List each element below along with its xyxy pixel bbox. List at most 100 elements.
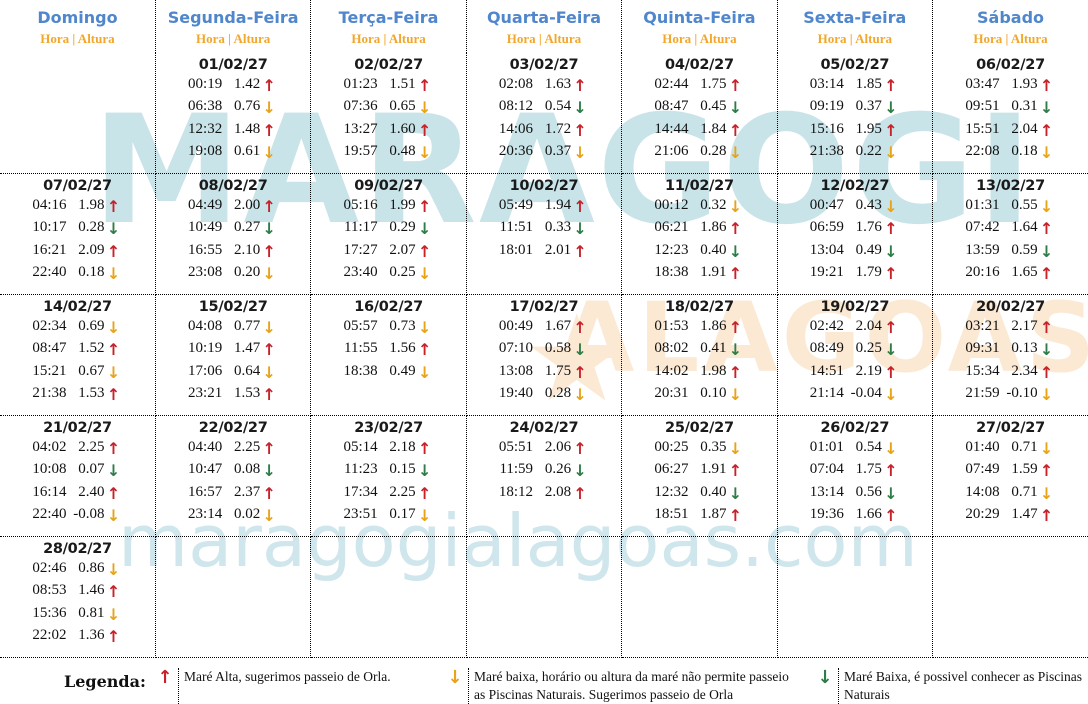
tide-time: 14:02 [654, 362, 689, 379]
arrow-down-yellow-icon: ↓ [447, 667, 463, 688]
tide-row: 06:27 1.91 ↑ [654, 460, 744, 482]
tide-time: 18:38 [654, 263, 689, 280]
day-cell[interactable]: 28/02/27 02:46 0.86 ↓ 08:53 1.46 ↑ 15:36 0.81 ↓ 22… [0, 536, 156, 658]
day-cell[interactable]: 20/02/27 03:21 2.17 ↑ 09:31 0.13 ↓ 15:34 2.34 ↑ 21… [932, 294, 1088, 416]
arrow-up-icon: ↑ [728, 219, 743, 239]
day-cell[interactable]: 23/02/27 05:14 2.18 ↑ 11:23 0.15 ↓ 17:34 2.25 ↑ 23… [310, 415, 467, 537]
tide-time: 19:08 [188, 142, 223, 159]
tide-time: 15:34 [965, 362, 1000, 379]
day-date: 04/02/27 [665, 57, 734, 73]
day-cell[interactable]: 02/02/27 01:23 1.51 ↑ 07:36 0.65 ↓ 13:27 1.60 ↑ 19… [310, 53, 467, 174]
day-cell[interactable]: 07/02/27 04:16 1.98 ↑ 10:17 0.28 ↓ 16:21 2.09 ↑ 22… [0, 173, 156, 295]
arrow-up-icon: ↑ [106, 483, 121, 503]
tide-height: 0.76 [233, 98, 261, 115]
tide-height: 0.41 [700, 340, 727, 357]
arrow-up-icon: ↑ [106, 582, 121, 602]
day-date: 11/02/27 [665, 178, 734, 194]
arrow-down-yellow-icon: ↓ [1039, 483, 1054, 503]
day-cell[interactable]: 14/02/27 02:34 0.69 ↓ 08:47 1.52 ↑ 15:21 0.67 ↓ 21… [0, 294, 156, 416]
tide-time: 16:55 [188, 241, 223, 258]
tide-time: 14:08 [965, 483, 1000, 500]
tide-row: 19:57 0.48 ↓ [343, 142, 433, 164]
tide-time: 22:08 [965, 142, 1000, 159]
day-cell[interactable]: 27/02/27 01:40 0.71 ↓ 07:49 1.59 ↑ 14:08 0.71 ↓ 20… [932, 415, 1088, 537]
day-cell[interactable]: 12/02/27 00:47 0.43 ↓ 06:59 1.76 ↑ 13:04 0.49 ↓ 19… [777, 173, 934, 295]
day-cell[interactable]: 22/02/27 04:40 2.25 ↑ 10:47 0.08 ↓ 16:57 2.37 ↑ 23… [155, 415, 312, 537]
tide-height: 2.19 [855, 362, 882, 379]
tide-height: 0.20 [233, 263, 261, 280]
day-cell[interactable]: 10/02/27 05:49 1.94 ↑ 11:51 0.33 ↓ 18:01 2.01 ↑ [466, 173, 623, 295]
tide-row: 05:16 1.99 ↑ [343, 196, 433, 218]
tide-row: 07:04 1.75 ↑ [810, 460, 900, 482]
tide-row: 15:21 0.67 ↓ [32, 362, 122, 384]
tide-time: 20:36 [498, 142, 534, 159]
day-cell[interactable]: 05/02/27 03:14 1.85 ↑ 09:19 0.37 ↓ 15:16 1.95 ↑ 21… [777, 53, 934, 174]
day-cell[interactable]: 04/02/27 02:44 1.75 ↑ 08:47 0.45 ↓ 14:44 1.84 ↑ 21… [621, 53, 778, 174]
tide-row: 10:47 0.08 ↓ [188, 460, 278, 482]
tide-row: 06:59 1.76 ↑ [810, 218, 900, 240]
tide-height: 2.25 [233, 439, 261, 455]
tide-height: 2.18 [389, 439, 416, 455]
tide-height: 0.71 [1011, 483, 1038, 500]
tide-row: 13:27 1.60 ↑ [343, 120, 433, 142]
day-cell[interactable]: 19/02/27 02:42 2.04 ↑ 08:49 0.25 ↓ 14:51 2.19 ↑ 21… [777, 294, 934, 416]
day-cell[interactable]: 24/02/27 05:51 2.06 ↑ 11:59 0.26 ↓ 18:12 2.08 ↑ [466, 415, 623, 537]
day-cell[interactable]: 03/02/27 02:08 1.63 ↑ 08:12 0.54 ↓ 14:06 1.72 ↑ 20… [466, 53, 623, 174]
tide-height: 0.64 [233, 362, 261, 379]
tide-time: 16:57 [188, 483, 223, 500]
arrow-up-icon: ↑ [417, 241, 432, 261]
day-cell[interactable]: 11/02/27 00:12 0.32 ↓ 06:21 1.86 ↑ 12:23 0.40 ↓ 18… [621, 173, 778, 295]
tide-list: 01:23 1.51 ↑ 07:36 0.65 ↓ 13:27 1.60 ↑ 19:57 0.48 ↓ [343, 75, 433, 164]
tide-time: 15:16 [809, 120, 844, 137]
tide-height: -0.10 [1006, 384, 1038, 401]
arrow-up-icon: ↑ [573, 483, 587, 503]
day-date: 28/02/27 [43, 541, 112, 557]
tide-time: 17:06 [188, 362, 223, 379]
day-cell[interactable]: 17/02/27 00:49 1.67 ↑ 07:10 0.58 ↓ 13:08 1.75 ↑ 19… [466, 294, 623, 416]
day-cell[interactable]: 21/02/27 04:02 2.25 ↑ 10:08 0.07 ↓ 16:14 2.40 ↑ 22… [0, 415, 156, 537]
day-cell[interactable]: 01/02/27 00:19 1.42 ↑ 06:38 0.76 ↓ 12:32 1.48 ↑ 19… [155, 53, 312, 174]
arrow-down-green-icon: ↓ [417, 461, 432, 481]
arrow-up-icon: ↑ [884, 362, 898, 382]
day-cell[interactable]: 16/02/27 05:57 0.73 ↓ 11:55 1.56 ↑ 18:38 0.49 ↓ [310, 294, 467, 416]
tide-height: 0.73 [389, 318, 416, 334]
tide-height: 0.67 [78, 362, 105, 379]
weekday-subtitle: Hora | Altura [195, 31, 271, 46]
tide-row: 21:38 0.22 ↓ [810, 142, 900, 164]
day-cell[interactable]: 09/02/27 05:16 1.99 ↑ 11:17 0.29 ↓ 17:27 2.07 ↑ 23… [310, 173, 467, 295]
day-cell[interactable]: 06/02/27 03:47 1.93 ↑ 09:51 0.31 ↓ 15:51 2.04 ↑ 22… [932, 53, 1088, 174]
tide-list: 05:51 2.06 ↑ 11:59 0.26 ↓ 18:12 2.08 ↑ [499, 438, 589, 505]
day-cell[interactable]: 13/02/27 01:31 0.55 ↓ 07:42 1.64 ↑ 13:59 0.59 ↓ 20… [932, 173, 1088, 295]
weekday-header-2: Terça-Feira Hora | Altura [310, 0, 467, 53]
tide-time: 01:23 [343, 76, 378, 92]
day-cell[interactable]: 15/02/27 04:08 0.77 ↓ 10:19 1.47 ↑ 17:06 0.64 ↓ 23… [155, 294, 312, 416]
day-date: 13/02/27 [976, 178, 1045, 194]
tide-height: 0.49 [855, 241, 882, 258]
tide-time: 13:14 [809, 483, 844, 500]
tide-row: 23:14 0.02 ↓ [188, 505, 278, 527]
tide-row: 01:53 1.86 ↑ [654, 317, 744, 339]
tide-time: 18:38 [343, 362, 378, 379]
arrow-down-yellow-icon: ↓ [417, 263, 432, 283]
day-cell[interactable]: 26/02/27 01:01 0.54 ↓ 07:04 1.75 ↑ 13:14 0.56 ↓ 19… [777, 415, 934, 537]
tide-list: 04:08 0.77 ↓ 10:19 1.47 ↑ 17:06 0.64 ↓ 23:21 1.53 ↑ [188, 317, 278, 406]
tide-time: 05:14 [343, 439, 378, 455]
weekday-name: Quinta-Feira [643, 8, 756, 27]
day-cell[interactable]: 08/02/27 04:49 2.00 ↑ 10:49 0.27 ↓ 16:55 2.10 ↑ 23… [155, 173, 312, 295]
tide-row: 19:36 1.66 ↑ [810, 505, 900, 527]
day-cell[interactable]: 18/02/27 01:53 1.86 ↑ 08:02 0.41 ↓ 14:02 1.98 ↑ 20… [621, 294, 778, 416]
tide-list: 01:01 0.54 ↓ 07:04 1.75 ↑ 13:14 0.56 ↓ 19:36 1.66 ↑ [810, 438, 900, 527]
arrow-down-yellow-icon: ↓ [884, 197, 898, 216]
day-date: 16/02/27 [354, 299, 423, 315]
tide-height: 2.40 [78, 483, 105, 500]
tide-height: -0.04 [850, 384, 882, 401]
arrow-down-yellow-icon: ↓ [728, 439, 743, 458]
day-cell[interactable]: 25/02/27 00:25 0.35 ↓ 06:27 1.91 ↑ 12:32 0.40 ↓ 18… [621, 415, 778, 537]
tide-time: 20:31 [654, 384, 689, 401]
tide-row: 17:27 2.07 ↑ [343, 241, 433, 263]
arrow-down-yellow-icon: ↓ [573, 142, 587, 162]
tide-height: 1.36 [78, 626, 105, 643]
tide-height: 0.40 [700, 241, 727, 258]
tide-time: 20:16 [965, 263, 1000, 280]
arrow-up-icon: ↑ [417, 439, 432, 458]
